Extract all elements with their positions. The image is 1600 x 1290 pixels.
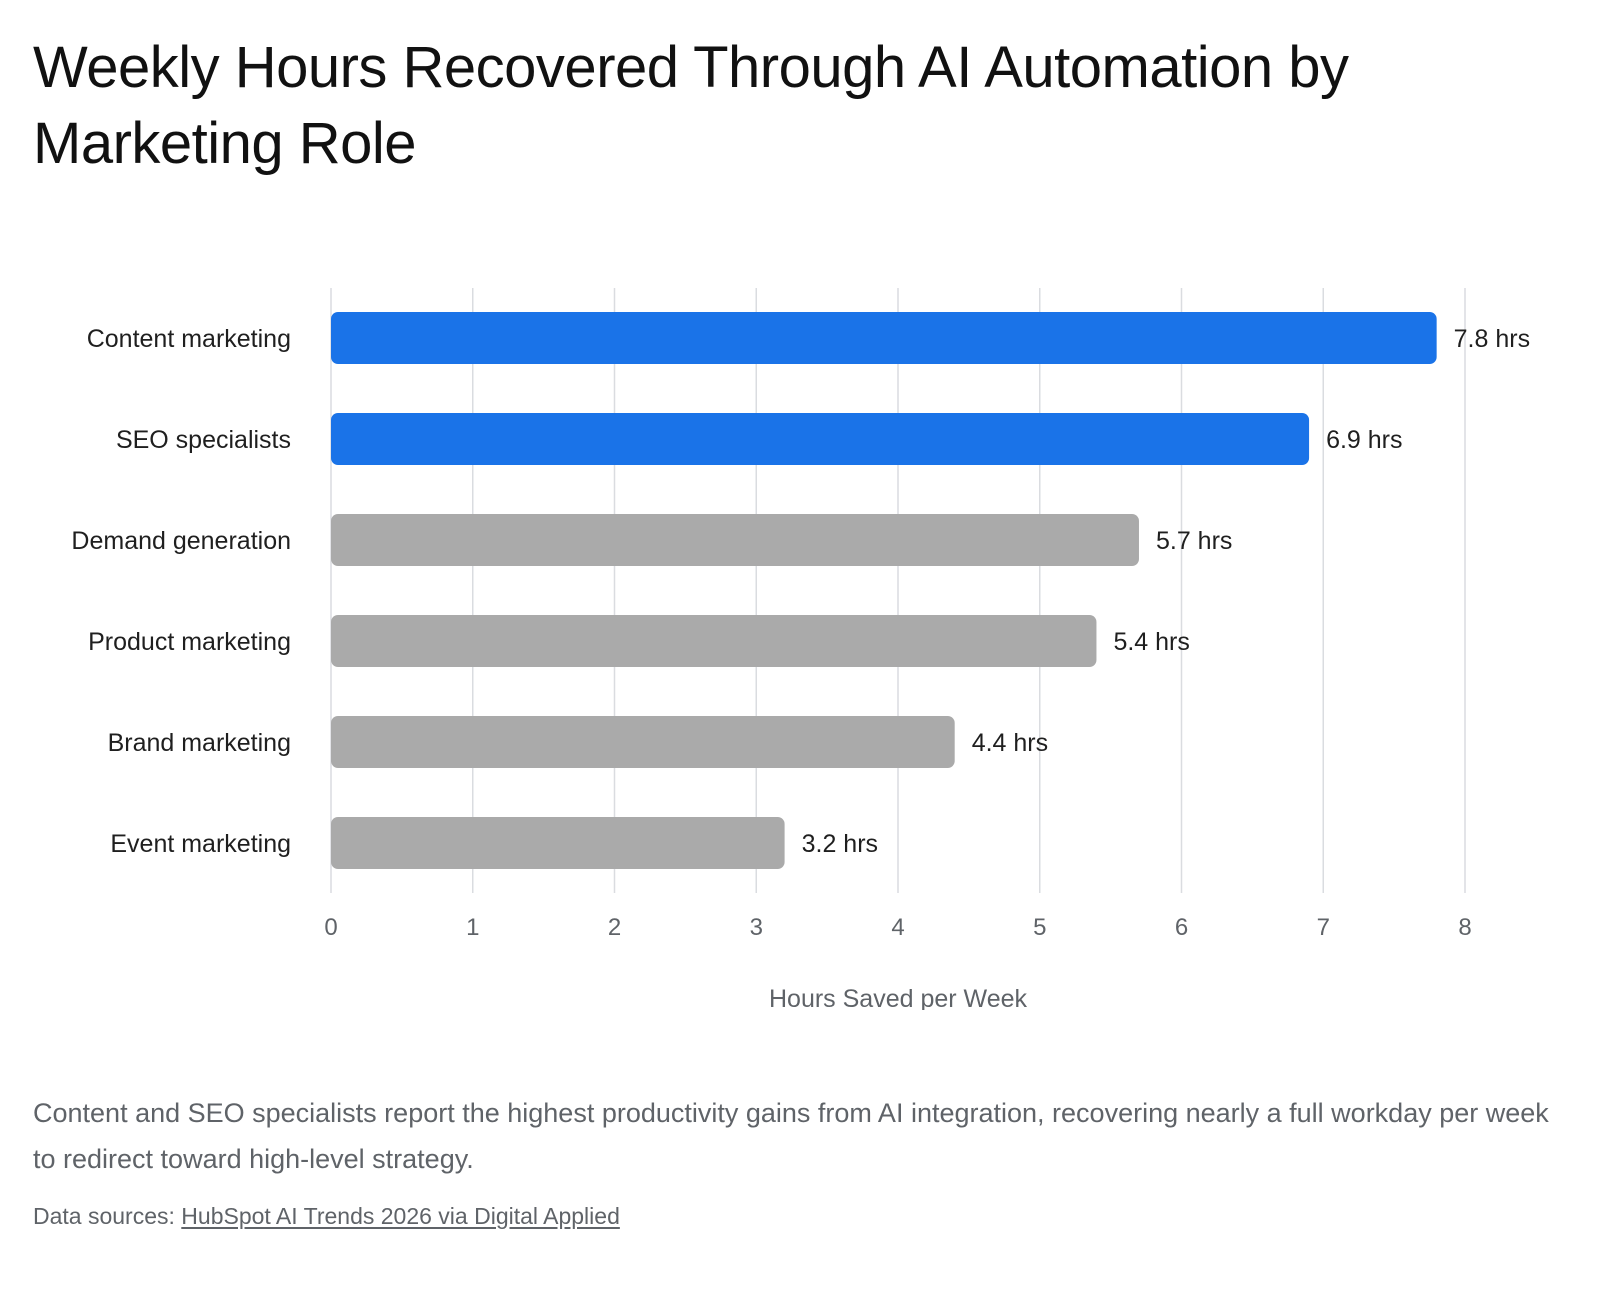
x-tick-label: 5	[1033, 914, 1046, 941]
value-label: 5.7 hrs	[1156, 527, 1232, 555]
category-label: Content marketing	[87, 325, 291, 353]
x-tick-label: 2	[608, 914, 621, 941]
chart-caption: Content and SEO specialists report the h…	[33, 1098, 1549, 1174]
category-label: SEO specialists	[116, 426, 291, 454]
x-axis-title: Hours Saved per Week	[769, 985, 1027, 1010]
x-tick-label: 1	[466, 914, 479, 941]
value-labels: 7.8 hrs 6.9 hrs 5.7 hrs 5.4 hrs 4.4 hrs 3.2 h…	[802, 325, 1530, 858]
bar	[331, 817, 785, 869]
category-label: Product marketing	[88, 628, 291, 656]
value-label: 6.9 hrs	[1326, 426, 1402, 454]
category-labels: Content marketing SEO specialists Demand g…	[71, 325, 291, 858]
x-tick-label: 0	[324, 914, 337, 941]
bar	[331, 615, 1097, 667]
data-sources-link[interactable]: HubSpot AI Trends 2026 via Digital Appli…	[181, 1203, 620, 1229]
grid-lines	[330, 288, 1466, 893]
bar-chart: Content marketing SEO specialists Demand g…	[71, 288, 1530, 1010]
value-label: 3.2 hrs	[802, 830, 878, 858]
bar	[331, 312, 1437, 364]
chart-title: Weekly Hours Recovered Through AI Automa…	[33, 35, 1349, 176]
x-tick-label: 8	[1458, 914, 1471, 941]
bar	[331, 514, 1139, 566]
x-tick-label: 6	[1175, 914, 1188, 941]
bar	[331, 716, 955, 768]
category-label: Event marketing	[110, 830, 291, 858]
x-axis-ticks: 0 1 2 3 4 5 6 7 8	[324, 914, 1471, 941]
category-label: Demand generation	[71, 527, 291, 555]
data-sources-label: Data sources:	[33, 1203, 175, 1229]
value-label: 4.4 hrs	[972, 729, 1048, 757]
data-sources: Data sources: HubSpot AI Trends 2026 via…	[33, 1200, 620, 1232]
value-label: 5.4 hrs	[1113, 628, 1189, 656]
bars	[331, 312, 1437, 869]
bar	[331, 413, 1310, 465]
x-tick-label: 7	[1317, 914, 1330, 941]
value-label: 7.8 hrs	[1454, 325, 1530, 353]
category-label: Brand marketing	[108, 729, 291, 757]
x-tick-label: 4	[891, 914, 904, 941]
x-tick-label: 3	[750, 914, 763, 941]
